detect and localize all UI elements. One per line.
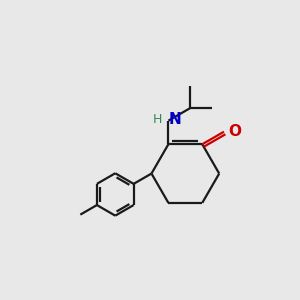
Text: H: H <box>153 113 162 126</box>
Text: O: O <box>228 124 242 139</box>
Text: N: N <box>168 112 181 127</box>
